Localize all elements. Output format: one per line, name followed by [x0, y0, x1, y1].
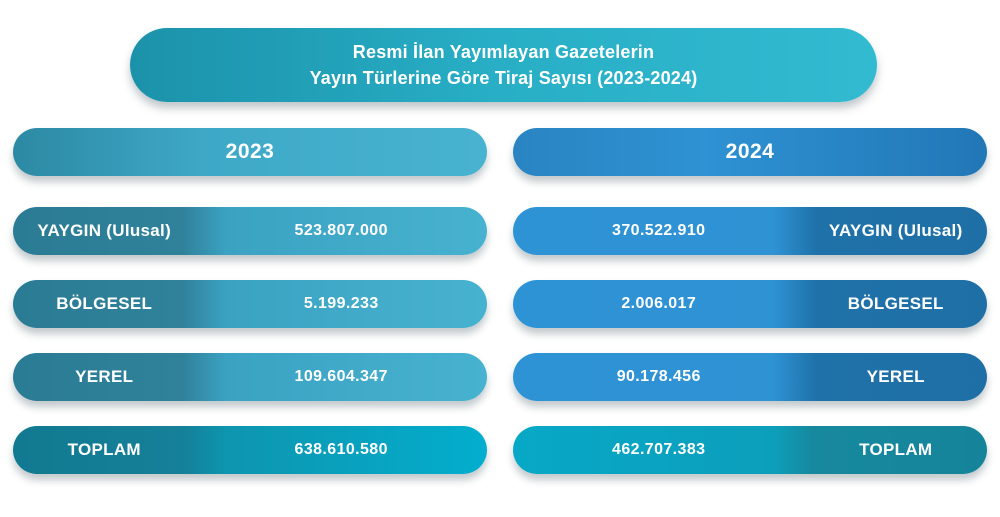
year-header-2024-label: 2024 — [725, 140, 775, 163]
year-header-2023-label: 2023 — [225, 140, 275, 163]
row-value: 370.522.910 — [612, 222, 706, 239]
row-label: YEREL — [75, 367, 134, 386]
year-header-2023: 2023 — [13, 128, 487, 176]
table-row-2024-bolgesel: 2.006.017 BÖLGESEL — [513, 280, 987, 328]
row-label: BÖLGESEL — [56, 294, 153, 313]
row-value: 462.707.383 — [612, 441, 706, 458]
row-label: BÖLGESEL — [847, 294, 944, 313]
column-2023: 2023 YAYGIN (Ulusal) 523.807.000 BÖLGESE… — [13, 128, 487, 474]
row-value: 5.199.233 — [303, 295, 379, 312]
chart-title-line2: Yayın Türlerine Göre Tiraj Sayısı (2023-… — [309, 68, 698, 88]
row-label: YAYGIN (Ulusal) — [828, 221, 963, 240]
chart-title-line1: Resmi İlan Yayımlayan Gazetelerin — [352, 42, 655, 62]
table-row-2023-yaygin: YAYGIN (Ulusal) 523.807.000 — [13, 207, 487, 255]
table-row-2023-yerel: YEREL 109.604.347 — [13, 353, 487, 401]
row-value: 90.178.456 — [616, 368, 701, 385]
table-row-2024-yaygin: 370.522.910 YAYGIN (Ulusal) — [513, 207, 987, 255]
year-header-2024: 2024 — [513, 128, 987, 176]
chart-title-pill: Resmi İlan Yayımlayan Gazetelerin Yayın … — [130, 28, 877, 102]
row-label: YEREL — [866, 367, 925, 386]
table-row-2024-yerel: 90.178.456 YEREL — [513, 353, 987, 401]
row-value: 638.610.580 — [294, 441, 388, 458]
table-row-2024-toplam: 462.707.383 TOPLAM — [513, 426, 987, 474]
table-row-2023-bolgesel: BÖLGESEL 5.199.233 — [13, 280, 487, 328]
row-value: 523.807.000 — [294, 222, 388, 239]
row-label: YAYGIN (Ulusal) — [37, 221, 172, 240]
row-value: 2.006.017 — [621, 295, 697, 312]
column-2024: 2024 370.522.910 YAYGIN (Ulusal) 2.006.0… — [513, 128, 987, 474]
row-label: TOPLAM — [67, 440, 141, 459]
table-row-2023-toplam: TOPLAM 638.610.580 — [13, 426, 487, 474]
row-label: TOPLAM — [859, 440, 933, 459]
row-value: 109.604.347 — [294, 368, 388, 385]
